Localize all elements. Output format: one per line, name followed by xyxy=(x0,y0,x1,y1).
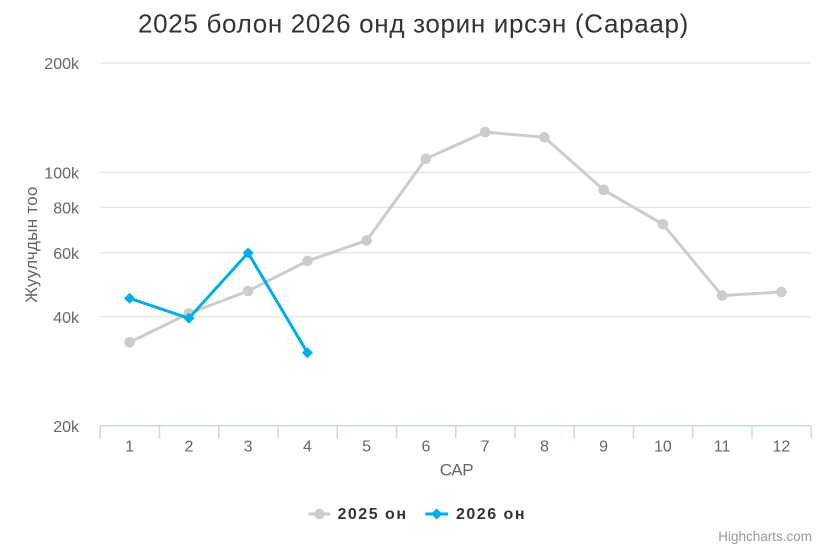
svg-text:САР: САР xyxy=(440,461,473,480)
svg-text:200k: 200k xyxy=(44,56,80,73)
svg-text:80k: 80k xyxy=(53,201,80,218)
svg-text:11: 11 xyxy=(714,438,731,455)
svg-text:9: 9 xyxy=(599,438,608,455)
svg-text:2025 он: 2025 он xyxy=(338,506,408,523)
svg-text:3: 3 xyxy=(244,438,253,455)
svg-text:2026 он: 2026 он xyxy=(456,506,526,523)
svg-text:10: 10 xyxy=(654,438,672,455)
svg-text:4: 4 xyxy=(303,438,312,455)
svg-text:1: 1 xyxy=(125,438,134,455)
svg-text:6: 6 xyxy=(421,438,430,455)
svg-text:40k: 40k xyxy=(53,310,80,327)
svg-text:8: 8 xyxy=(540,438,549,455)
svg-text:7: 7 xyxy=(481,438,490,455)
svg-text:60k: 60k xyxy=(53,246,80,263)
svg-text:5: 5 xyxy=(362,438,371,455)
svg-text:2: 2 xyxy=(184,438,193,455)
svg-text:12: 12 xyxy=(773,438,791,455)
svg-text:2025 болон 2026 онд зорин ирсэ: 2025 болон 2026 онд зорин ирсэн (Сараар) xyxy=(138,9,689,39)
svg-text:20k: 20k xyxy=(53,419,80,436)
svg-text:100k: 100k xyxy=(44,166,80,183)
svg-text:Жуулчдын тоо: Жуулчдын тоо xyxy=(22,186,41,302)
svg-text:Highcharts.com: Highcharts.com xyxy=(718,529,812,544)
